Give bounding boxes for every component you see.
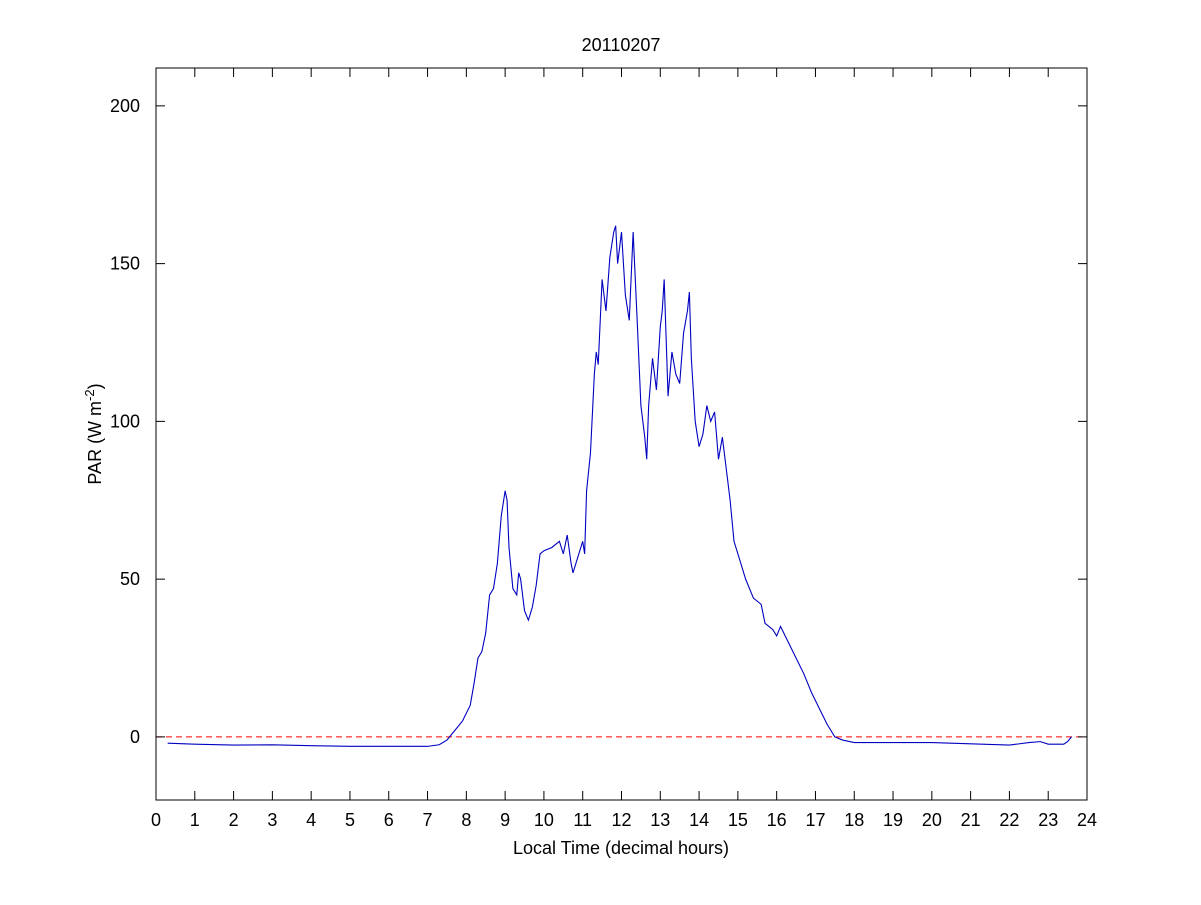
- x-tick-label: 5: [345, 810, 355, 830]
- x-tick-label: 23: [1038, 810, 1058, 830]
- x-tick-label: 13: [650, 810, 670, 830]
- x-tick-label: 7: [423, 810, 433, 830]
- x-tick-label: 16: [767, 810, 787, 830]
- y-tick-label: 150: [110, 254, 140, 274]
- x-tick-label: 24: [1077, 810, 1097, 830]
- y-label-main: PAR (W m: [85, 401, 105, 485]
- x-tick-label: 11: [573, 810, 592, 830]
- x-tick-label: 10: [534, 810, 554, 830]
- x-tick-label: 8: [461, 810, 471, 830]
- x-tick-label: 9: [500, 810, 510, 830]
- y-label-end: ): [85, 383, 105, 389]
- x-tick-label: 14: [689, 810, 709, 830]
- x-tick-label: 20: [922, 810, 942, 830]
- x-tick-label: 3: [267, 810, 277, 830]
- x-tick-label: 22: [999, 810, 1019, 830]
- y-axis-label: PAR (W m-2): [82, 383, 105, 484]
- x-axis-label: Local Time (decimal hours): [513, 838, 729, 858]
- x-tick-label: 1: [190, 810, 200, 830]
- x-tick-label: 6: [384, 810, 394, 830]
- y-tick-label: 200: [110, 96, 140, 116]
- x-tick-label: 19: [883, 810, 903, 830]
- x-tick-label: 4: [306, 810, 316, 830]
- data-line: [167, 225, 1072, 747]
- x-tick-label: 17: [805, 810, 825, 830]
- y-tick-label: 50: [120, 569, 140, 589]
- y-label-sup: -2: [82, 389, 97, 401]
- y-tick-label: 0: [130, 727, 140, 747]
- y-tick-label: 100: [110, 411, 140, 431]
- x-tick-label: 21: [961, 810, 981, 830]
- chart-title: 20110207: [582, 35, 661, 55]
- x-tick-label: 18: [844, 810, 864, 830]
- x-tick-label: 0: [151, 810, 161, 830]
- x-tick-label: 15: [728, 810, 748, 830]
- x-tick-label: 12: [611, 810, 631, 830]
- x-tick-label: 2: [229, 810, 239, 830]
